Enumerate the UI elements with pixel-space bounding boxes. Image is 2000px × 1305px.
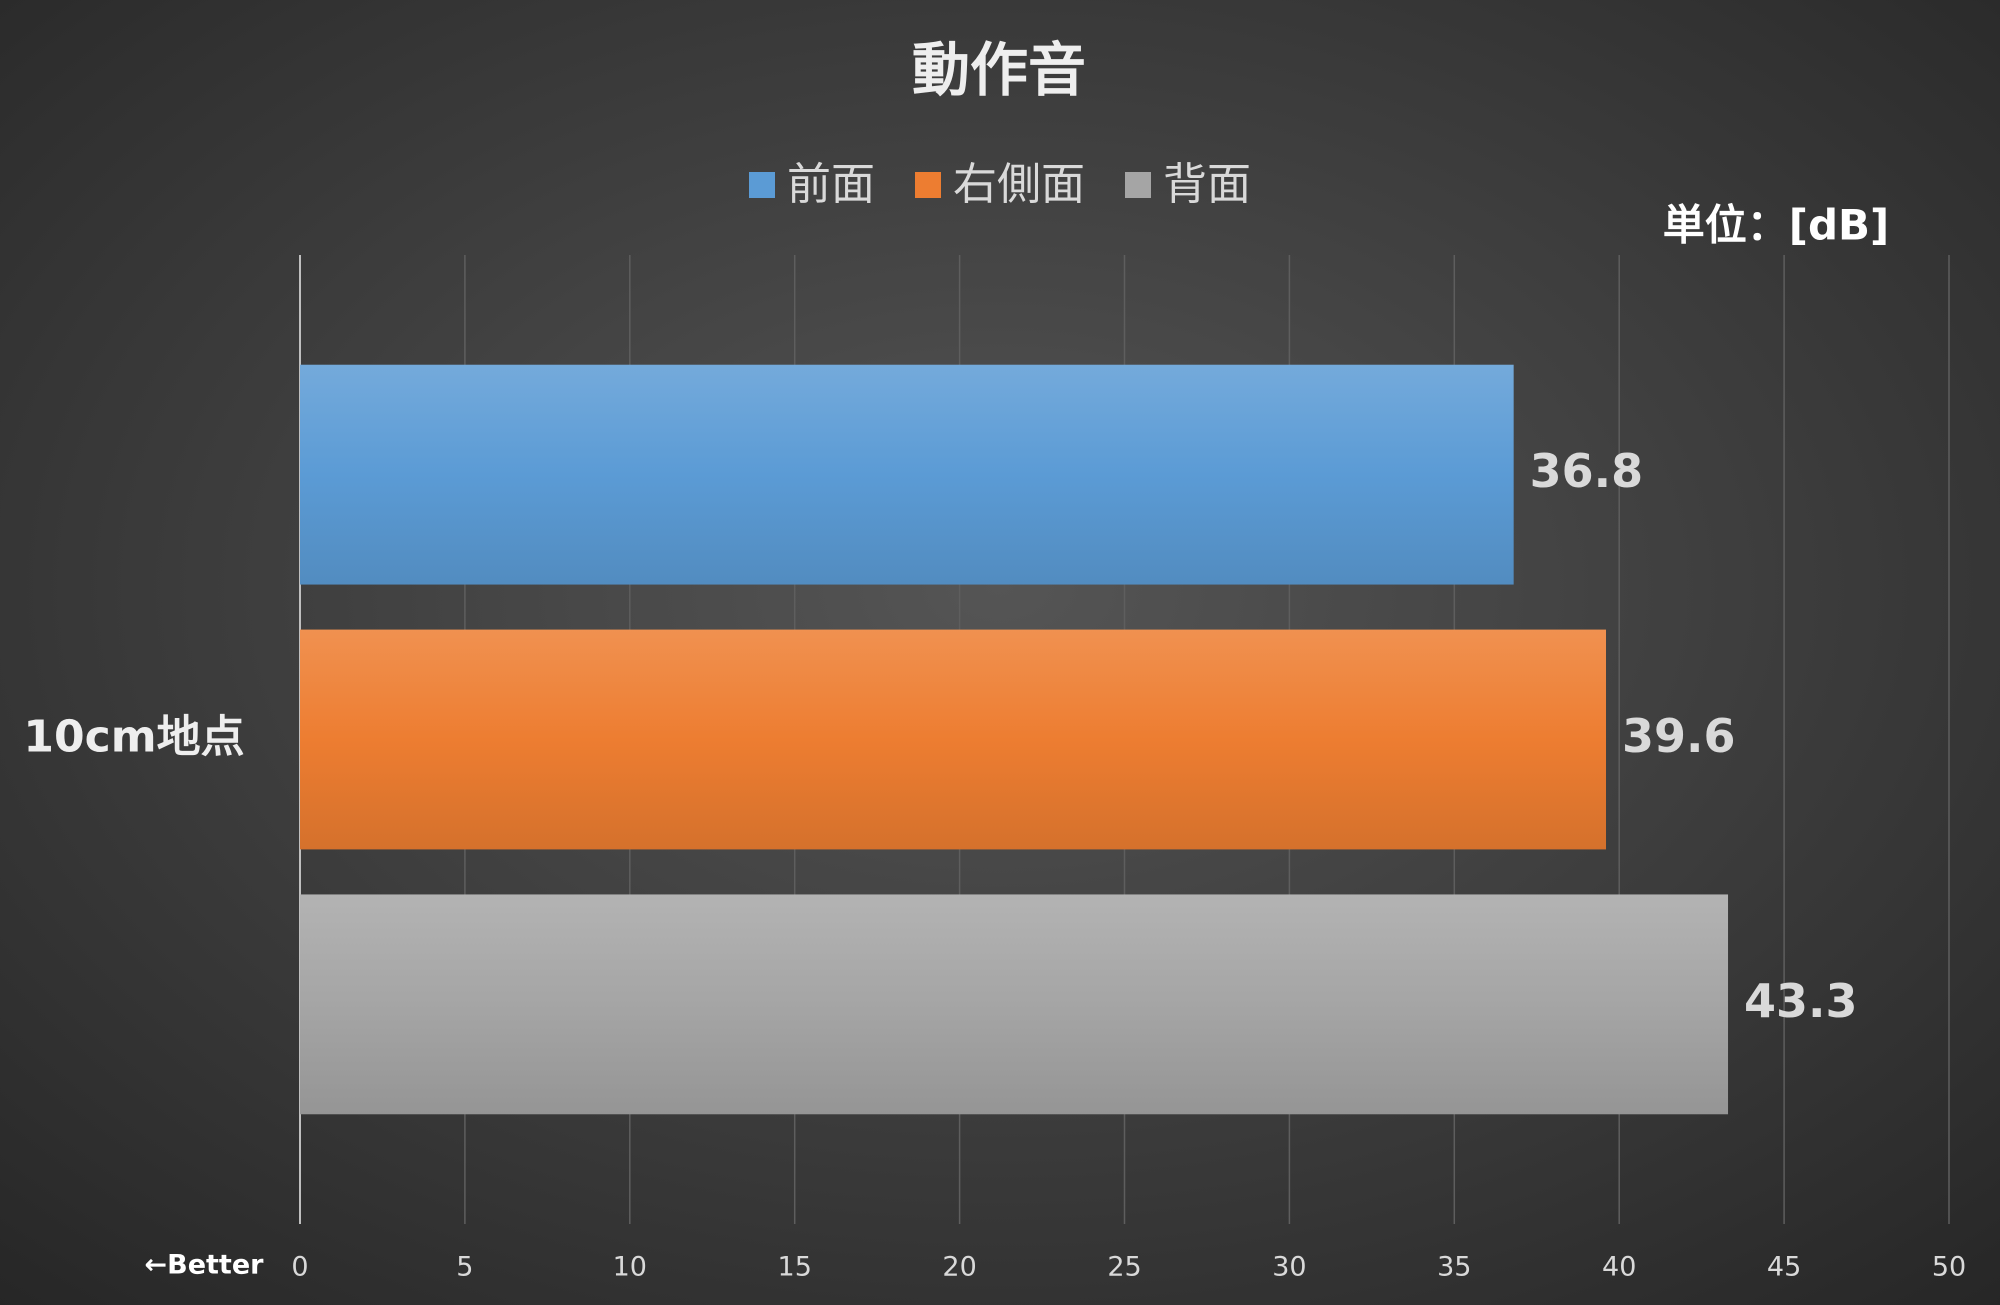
legend-label: 右側面 [953, 159, 1085, 210]
x-tick-label: 25 [1107, 1252, 1141, 1283]
bar [300, 629, 1607, 850]
legend-label: 背面 [1163, 159, 1251, 210]
x-tick-label: 35 [1437, 1252, 1471, 1283]
legend-item: 前面 [749, 159, 875, 210]
legend-swatch [915, 172, 941, 198]
legend: 前面 右側面 背面 [749, 159, 1251, 210]
legend-item: 右側面 [915, 159, 1085, 210]
x-tick-label: 40 [1602, 1252, 1636, 1283]
better-label: ←Better [145, 1250, 265, 1281]
legend-label: 前面 [787, 159, 875, 210]
unit-label: 単位：[dB] [1663, 201, 1889, 250]
x-tick-label: 0 [291, 1252, 308, 1283]
x-tick-label: 20 [942, 1252, 976, 1283]
x-tick-label: 30 [1272, 1252, 1306, 1283]
x-tick-label: 5 [456, 1252, 473, 1283]
x-tick-label: 10 [613, 1252, 647, 1283]
value-label: 39.6 [1622, 709, 1736, 763]
value-label: 36.8 [1530, 444, 1644, 498]
bar [300, 364, 1514, 585]
y-tick-label: 10cm地点 [23, 712, 244, 763]
legend-swatch [749, 172, 775, 198]
legend-item: 背面 [1125, 159, 1251, 210]
bar [300, 894, 1729, 1115]
x-tick-label: 15 [778, 1252, 812, 1283]
legend-swatch [1125, 172, 1151, 198]
value-label: 43.3 [1744, 974, 1858, 1028]
chart-title: 動作音 [912, 36, 1086, 104]
x-tick-label: 50 [1932, 1252, 1966, 1283]
x-tick-label: 45 [1767, 1252, 1801, 1283]
